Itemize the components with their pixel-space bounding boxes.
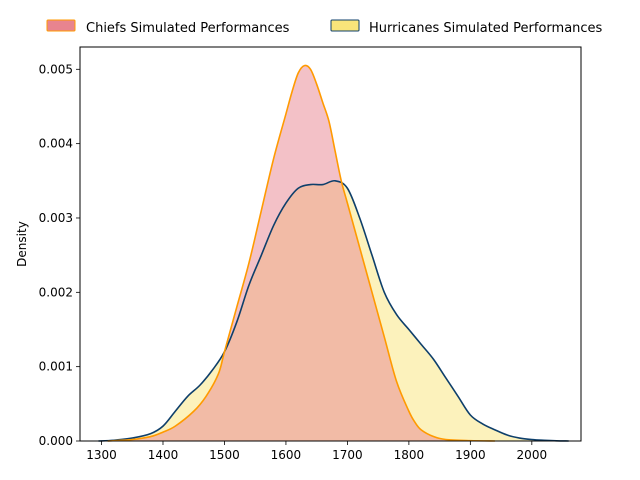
y-axis-label: Density — [15, 221, 29, 267]
x-tick-label: 1300 — [86, 448, 117, 462]
legend-swatch-chiefs — [46, 19, 76, 32]
x-tick-label: 1500 — [209, 448, 240, 462]
density-fill-chiefs — [107, 65, 495, 441]
x-tick-label: 1900 — [455, 448, 486, 462]
density-fills — [98, 65, 569, 441]
x-tick-label: 1600 — [271, 448, 302, 462]
y-tick-label: 0.003 — [39, 211, 73, 225]
x-axis: 1300 1400 1500 1600 1700 1800 1900 2000 — [86, 441, 547, 462]
x-tick-label: 1800 — [394, 448, 425, 462]
legend-swatch-hurricanes — [330, 19, 360, 32]
x-tick-label: 1400 — [148, 448, 179, 462]
y-tick-label: 0.005 — [39, 62, 73, 76]
x-tick-label: 1700 — [332, 448, 363, 462]
plot-frame — [79, 46, 582, 442]
legend-label-chiefs: Chiefs Simulated Performances — [86, 21, 290, 36]
density-lines — [98, 64, 569, 442]
x-tick-label: 2000 — [517, 448, 548, 462]
legend-label-hurricanes: Hurricanes Simulated Performances — [369, 21, 603, 36]
legend: Chiefs Simulated Performances Hurricanes… — [46, 19, 603, 36]
y-tick-label: 0.001 — [39, 360, 73, 374]
y-tick-label: 0.002 — [39, 285, 73, 299]
y-tick-label: 0.000 — [39, 434, 73, 448]
y-tick-label: 0.004 — [39, 137, 73, 151]
density-line-chiefs — [107, 64, 495, 442]
y-axis: 0.000 0.001 0.002 0.003 0.004 0.005 — [39, 62, 80, 448]
plot-area — [98, 64, 569, 442]
